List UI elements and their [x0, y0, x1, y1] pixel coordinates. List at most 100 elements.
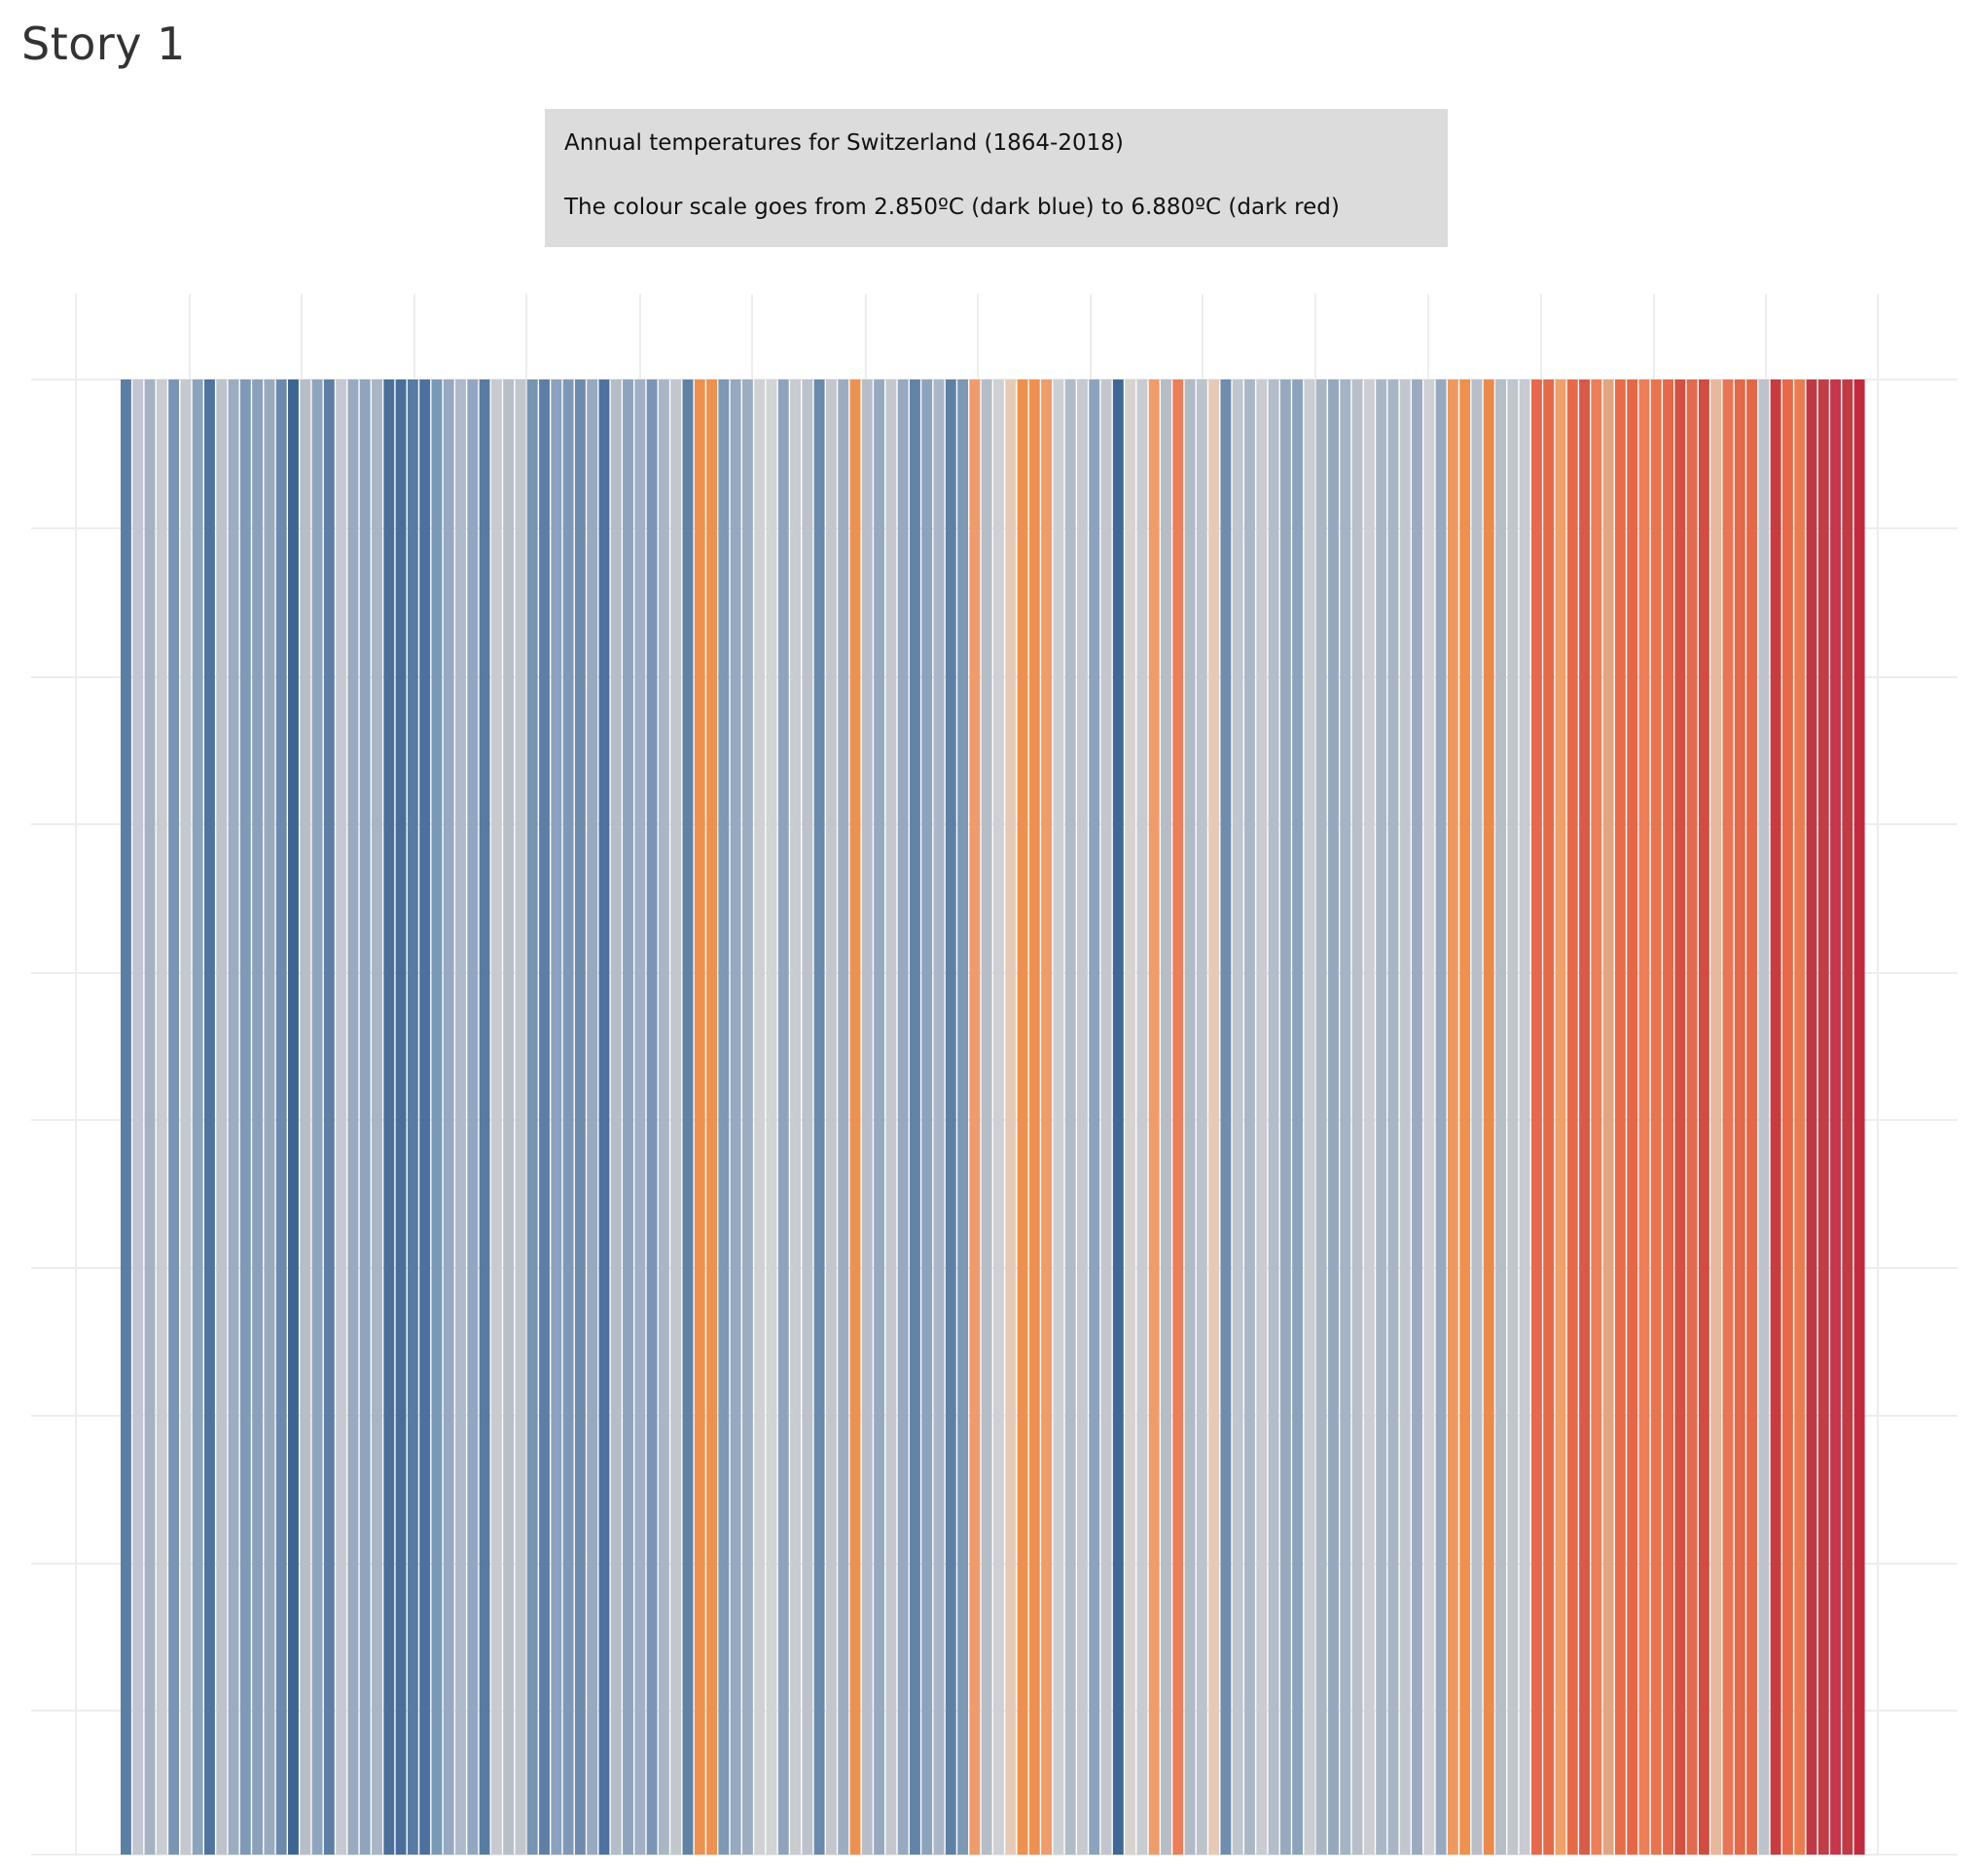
temperature-stripe [646, 379, 658, 1855]
temperature-stripe [1017, 379, 1028, 1855]
temperature-stripe [1232, 379, 1243, 1855]
caption-line-scale: The colour scale goes from 2.850ºC (dark… [564, 195, 1340, 220]
temperature-stripe [634, 379, 646, 1855]
temperature-stripe [383, 379, 395, 1855]
temperature-stripe [909, 379, 920, 1855]
temperature-stripe [623, 379, 633, 1855]
temperature-stripe [933, 379, 945, 1855]
temperature-stripe [264, 379, 275, 1855]
temperature-stripe [1279, 379, 1291, 1855]
temperature-stripe [1136, 379, 1148, 1855]
temperature-stripe [1495, 379, 1506, 1855]
temperature-stripe [706, 379, 717, 1855]
caption-line-title: Annual temperatures for Switzerland (186… [564, 130, 1124, 156]
temperature-stripe [1853, 379, 1865, 1855]
temperature-stripe [981, 379, 992, 1855]
temperature-stripe [395, 379, 407, 1855]
temperature-stripe [1459, 379, 1471, 1855]
temperature-stripe [921, 379, 933, 1855]
temperature-stripe [897, 379, 909, 1855]
temperature-stripe [359, 379, 371, 1855]
temperature-stripe [1722, 379, 1734, 1855]
temperature-stripe [407, 379, 418, 1855]
temperature-stripe [1638, 379, 1650, 1855]
temperature-stripe [1627, 379, 1638, 1855]
temperature-stripe [455, 379, 466, 1855]
temperature-stripe [1351, 379, 1363, 1855]
temperature-stripe [1100, 379, 1112, 1855]
temperature-stripe [1053, 379, 1064, 1855]
temperature-stripe [766, 379, 777, 1855]
temperature-stripe [1591, 379, 1602, 1855]
temperature-stripe [1005, 379, 1017, 1855]
temperature-stripe [252, 379, 264, 1855]
temperature-stripe [1602, 379, 1614, 1855]
story-title: Story 1 [21, 18, 186, 70]
temperature-stripe [192, 379, 203, 1855]
temperature-stripe [1830, 379, 1842, 1855]
temperature-stripe [861, 379, 873, 1855]
temperature-stripe [503, 379, 515, 1855]
temperature-stripe [288, 379, 299, 1855]
temperature-stripe [1817, 379, 1829, 1855]
temperature-stripe [419, 379, 431, 1855]
temperature-stripe [539, 379, 550, 1855]
temperature-stripe [1770, 379, 1781, 1855]
temperature-stripe [1579, 379, 1590, 1855]
temperature-stripe [1077, 379, 1088, 1855]
temperature-stripe [754, 379, 766, 1855]
temperature-stripe [670, 379, 682, 1855]
temperature-stripe [1758, 379, 1770, 1855]
temperature-stripe [1614, 379, 1626, 1855]
temperature-stripe [1161, 379, 1171, 1855]
temperature-stripe [1447, 379, 1458, 1855]
temperature-stripe [598, 379, 610, 1855]
temperature-stripe [156, 379, 167, 1855]
temperature-stripe [1064, 379, 1076, 1855]
temperature-stripe [825, 379, 837, 1855]
temperature-stripe [1376, 379, 1387, 1855]
temperature-stripe [1089, 379, 1100, 1855]
temperature-stripe [1315, 379, 1327, 1855]
temperature-stripe [1112, 379, 1124, 1855]
temperature-stripe [838, 379, 849, 1855]
temperature-stripe [1555, 379, 1566, 1855]
temperature-stripe [228, 379, 239, 1855]
temperature-stripe [694, 379, 705, 1855]
temperature-stripe [945, 379, 956, 1855]
temperature-stripe [431, 379, 443, 1855]
temperature-stripe [1292, 379, 1304, 1855]
temperature-stripe [562, 379, 574, 1855]
temperature-stripe [323, 379, 335, 1855]
temperature-stripe [121, 379, 131, 1855]
temperature-stripe [1028, 379, 1040, 1855]
temperature-stripe [718, 379, 730, 1855]
temperature-stripe [1710, 379, 1722, 1855]
temperature-stripe [587, 379, 598, 1855]
temperature-stripe [1423, 379, 1435, 1855]
temperature-stripe [1244, 379, 1255, 1855]
temperature-stripe [777, 379, 789, 1855]
temperature-stripe [1268, 379, 1279, 1855]
temperature-stripe [1674, 379, 1686, 1855]
temperature-stripe [1483, 379, 1494, 1855]
temperature-stripe [993, 379, 1004, 1855]
temperature-stripe [1650, 379, 1662, 1855]
temperature-stripe [1220, 379, 1232, 1855]
temperature-stripe [467, 379, 479, 1855]
temperature-stripe [300, 379, 311, 1855]
temperature-stripe [849, 379, 861, 1855]
stripe-group [121, 379, 1865, 1855]
temperature-stripe [347, 379, 359, 1855]
temperature-stripe [490, 379, 502, 1855]
temperature-stripe [132, 379, 144, 1855]
temperature-stripe [1328, 379, 1339, 1855]
temperature-stripe [180, 379, 192, 1855]
temperature-stripe [885, 379, 897, 1855]
temperature-stripe [874, 379, 885, 1855]
temperature-stripe [1340, 379, 1351, 1855]
temperature-stripe [1686, 379, 1698, 1855]
temperature-stripe [802, 379, 813, 1855]
temperature-stripe [526, 379, 538, 1855]
